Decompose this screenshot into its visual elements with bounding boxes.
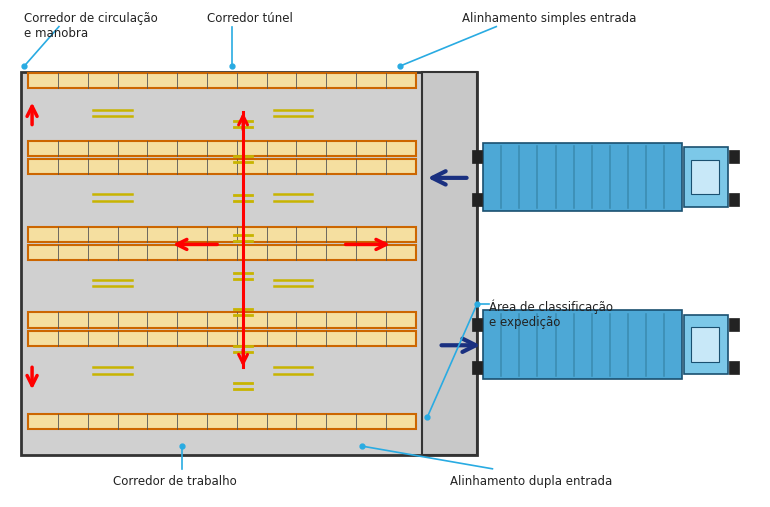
FancyBboxPatch shape — [691, 328, 719, 361]
FancyBboxPatch shape — [472, 193, 482, 206]
FancyBboxPatch shape — [28, 245, 416, 260]
FancyBboxPatch shape — [729, 318, 739, 331]
FancyBboxPatch shape — [691, 160, 719, 194]
FancyBboxPatch shape — [28, 331, 416, 346]
FancyBboxPatch shape — [472, 150, 482, 163]
FancyBboxPatch shape — [28, 159, 416, 174]
FancyBboxPatch shape — [28, 312, 416, 328]
Text: Corredor de circulação
e manobra: Corredor de circulação e manobra — [25, 13, 158, 41]
FancyBboxPatch shape — [28, 414, 416, 429]
FancyBboxPatch shape — [729, 150, 739, 163]
FancyBboxPatch shape — [685, 314, 728, 375]
Text: Corredor túnel: Corredor túnel — [207, 13, 293, 25]
Text: Alinhamento dupla entrada: Alinhamento dupla entrada — [450, 476, 612, 488]
FancyBboxPatch shape — [21, 72, 477, 455]
FancyBboxPatch shape — [28, 227, 416, 242]
FancyBboxPatch shape — [422, 72, 477, 455]
FancyBboxPatch shape — [729, 361, 739, 374]
Text: Área de classificação
e expedição: Área de classificação e expedição — [489, 299, 613, 329]
Text: Corredor de trabalho: Corredor de trabalho — [112, 476, 236, 488]
FancyBboxPatch shape — [28, 73, 416, 88]
FancyBboxPatch shape — [472, 361, 482, 374]
Text: Alinhamento simples entrada: Alinhamento simples entrada — [462, 13, 636, 25]
FancyBboxPatch shape — [472, 318, 482, 331]
FancyBboxPatch shape — [484, 310, 682, 379]
FancyBboxPatch shape — [729, 193, 739, 206]
FancyBboxPatch shape — [28, 141, 416, 156]
FancyBboxPatch shape — [685, 147, 728, 206]
FancyBboxPatch shape — [484, 142, 682, 210]
